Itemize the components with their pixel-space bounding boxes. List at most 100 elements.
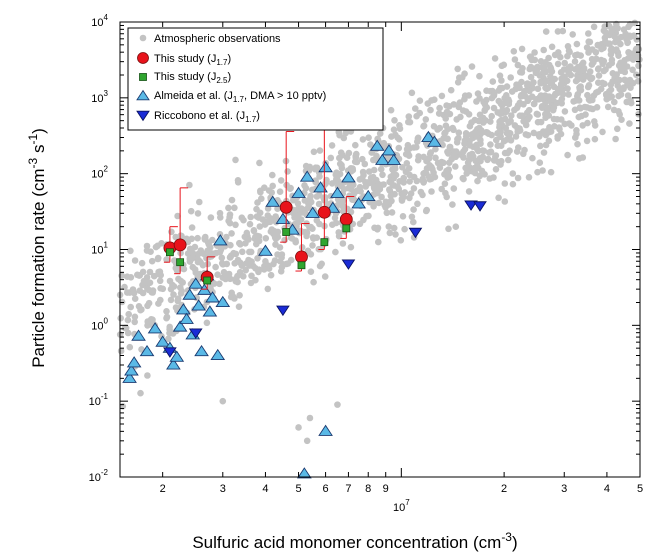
almeida-point bbox=[299, 170, 315, 182]
atmospheric-point bbox=[131, 313, 139, 321]
atmospheric-point bbox=[629, 56, 637, 63]
atmospheric-point bbox=[316, 147, 324, 154]
atmospheric-point bbox=[607, 86, 615, 93]
atmospheric-point bbox=[494, 142, 502, 149]
atmospheric-point bbox=[228, 196, 236, 204]
atmospheric-point bbox=[247, 213, 254, 221]
atmospheric-point bbox=[572, 66, 579, 73]
atmospheric-point bbox=[554, 60, 562, 68]
atmospheric-point bbox=[337, 149, 345, 156]
atmospheric-point bbox=[321, 196, 329, 204]
atmospheric-point bbox=[370, 156, 377, 164]
atmospheric-point bbox=[134, 271, 141, 279]
atmospheric-point bbox=[199, 261, 207, 269]
atmospheric-point bbox=[635, 62, 642, 70]
atmospheric-point bbox=[242, 266, 249, 274]
atmospheric-point bbox=[442, 115, 450, 122]
atmospheric-point bbox=[564, 151, 571, 159]
atmospheric-point bbox=[461, 95, 468, 103]
atmospheric-point bbox=[200, 250, 207, 257]
atmospheric-point bbox=[365, 168, 373, 175]
atmospheric-point bbox=[292, 237, 299, 244]
almeida-point bbox=[124, 364, 139, 376]
atmospheric-point bbox=[262, 235, 270, 242]
atmospheric-point bbox=[462, 108, 470, 115]
atmospheric-point bbox=[518, 69, 526, 76]
atmospheric-point bbox=[205, 241, 213, 248]
atmospheric-point bbox=[465, 188, 473, 195]
atmospheric-point bbox=[573, 40, 581, 48]
almeida-point bbox=[182, 288, 198, 300]
atmospheric-point bbox=[526, 87, 533, 95]
atmospheric-point bbox=[332, 248, 339, 256]
almeida-point bbox=[297, 467, 312, 479]
atmospheric-point bbox=[525, 106, 533, 114]
atmospheric-point bbox=[137, 306, 144, 314]
legend: Atmospheric observations This study (J1.… bbox=[127, 27, 384, 131]
atmospheric-point bbox=[170, 283, 178, 290]
atmospheric-point bbox=[334, 401, 341, 408]
y-tick-label: 102 bbox=[91, 165, 108, 181]
atmospheric-point bbox=[466, 137, 473, 145]
atmospheric-point bbox=[188, 224, 196, 231]
atmospheric-point bbox=[605, 94, 613, 101]
atmospheric-point bbox=[335, 232, 343, 240]
x-minor-tick-label: 3 bbox=[220, 483, 226, 495]
atmospheric-point bbox=[547, 168, 555, 176]
atmospheric-point bbox=[534, 168, 541, 176]
atmospheric-point bbox=[507, 74, 514, 81]
atmospheric-point bbox=[298, 205, 305, 212]
atmospheric-point bbox=[548, 79, 556, 87]
atmospheric-point bbox=[267, 271, 275, 279]
atmospheric-point bbox=[139, 281, 146, 289]
atmospheric-point bbox=[496, 121, 504, 129]
atmospheric-point bbox=[349, 196, 356, 203]
atmospheric-point bbox=[212, 263, 219, 271]
this-study-j17-point bbox=[173, 238, 187, 252]
almeida-point bbox=[188, 277, 204, 289]
atmospheric-point bbox=[624, 92, 632, 99]
atmospheric-point bbox=[529, 154, 536, 162]
atmospheric-point bbox=[367, 174, 375, 182]
atmospheric-point bbox=[487, 148, 495, 155]
atmospheric-point bbox=[306, 223, 313, 231]
atmospheric-point bbox=[488, 112, 496, 120]
atmospheric-point bbox=[518, 45, 526, 53]
atmospheric-point bbox=[127, 303, 134, 311]
atmospheric-point bbox=[436, 124, 444, 132]
atmospheric-point bbox=[508, 112, 515, 119]
atmospheric-point bbox=[406, 171, 413, 179]
atmospheric-point bbox=[207, 214, 215, 221]
atmospheric-point bbox=[460, 154, 467, 161]
atmospheric-point bbox=[431, 173, 439, 181]
atmospheric-point bbox=[255, 268, 262, 276]
atmospheric-point bbox=[627, 99, 635, 107]
y-tick-label: 10-2 bbox=[89, 468, 109, 484]
atmospheric-point bbox=[537, 78, 544, 86]
atmospheric-point bbox=[471, 169, 479, 177]
atmospheric-point bbox=[117, 314, 124, 322]
atmospheric-point bbox=[452, 153, 460, 161]
legend-label-this-j25: This study (J2.5) bbox=[154, 71, 231, 85]
atmospheric-point bbox=[228, 230, 235, 237]
atmospheric-point bbox=[303, 437, 311, 445]
atmospheric-point bbox=[219, 397, 227, 405]
atmospheric-point bbox=[123, 273, 131, 281]
riccobono-point bbox=[276, 305, 290, 317]
atmospheric-point bbox=[255, 237, 262, 244]
atmospheric-point bbox=[579, 122, 586, 129]
atmospheric-point bbox=[550, 115, 558, 123]
riccobono-point bbox=[473, 201, 487, 212]
atmospheric-point bbox=[617, 91, 625, 98]
atmospheric-point bbox=[419, 175, 427, 183]
atmospheric-point bbox=[522, 121, 530, 129]
atmospheric-point bbox=[441, 180, 449, 187]
atmospheric-point bbox=[138, 259, 146, 267]
atmospheric-point bbox=[240, 216, 247, 224]
atmospheric-point bbox=[565, 91, 572, 98]
atmospheric-point bbox=[231, 204, 238, 212]
atmospheric-point bbox=[353, 150, 360, 158]
atmospheric-point bbox=[178, 287, 185, 295]
atmospheric-point bbox=[473, 98, 480, 105]
atmospheric-point bbox=[509, 180, 517, 188]
